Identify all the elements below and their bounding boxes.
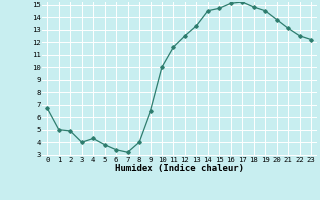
X-axis label: Humidex (Indice chaleur): Humidex (Indice chaleur): [115, 164, 244, 173]
